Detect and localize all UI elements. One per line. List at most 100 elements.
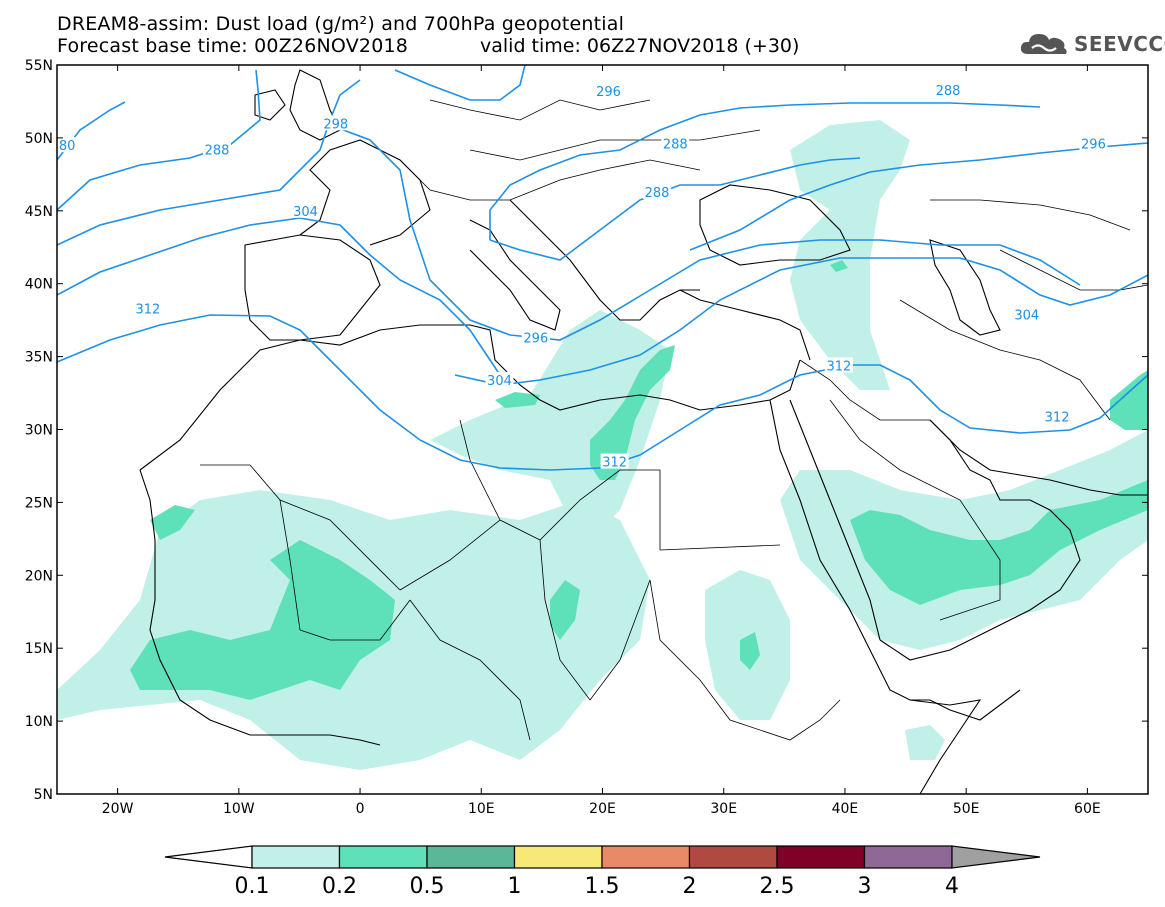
lat-label: 15N [25, 641, 53, 657]
valid-time: valid time: 06Z27NOV2018 (+30) [480, 35, 800, 57]
coast-caspian [929, 239, 1001, 336]
border-mali [279, 499, 411, 641]
lon-label: 50E [953, 801, 980, 817]
coast-horn [909, 699, 982, 794]
coast-red-sea-east [789, 399, 881, 641]
contour-label-bg [485, 371, 514, 387]
contour-label-bg [1079, 135, 1108, 151]
dust-area-light-somalia [905, 725, 945, 760]
colorbar-label: 1 [508, 874, 522, 899]
contour-label-bg [933, 81, 962, 97]
dust-area-mid-iran [1110, 370, 1148, 430]
colorbar-segment [601, 845, 691, 869]
lat-label: 5N [34, 787, 53, 803]
contour-label: 288 [205, 144, 230, 159]
colorbar-segment [513, 845, 603, 869]
border-central-asia [999, 249, 1148, 291]
dust-area-mid-libya [590, 345, 675, 480]
seevccc-logo: SEEVCCC [1018, 28, 1165, 60]
contour-288-east [489, 102, 1041, 240]
coast-persian-gulf [929, 419, 1148, 496]
border-libya [499, 469, 661, 550]
contour-304-west [57, 217, 501, 376]
latitude-axis: 55N 50N 45N 40N 35N 30N 25N 20N 15N 10N 5N [25, 58, 1148, 803]
contour-label-bg [203, 141, 232, 157]
contour-label: 280 [51, 139, 76, 154]
lon-label: 20E [589, 801, 616, 817]
contour-label-bg [521, 329, 550, 345]
contour-label-bg [1012, 306, 1041, 322]
colorbar-label: 2 [683, 874, 697, 899]
contour-312-east [879, 364, 1148, 434]
coast-africa-west [139, 469, 381, 746]
contour-label: 304 [487, 374, 512, 389]
contour-label: 304 [1014, 308, 1039, 323]
lon-label: 20W [102, 801, 134, 817]
coast-france-uk [299, 139, 431, 246]
contour-288-balkan [489, 157, 861, 261]
colorbar-segment [426, 845, 516, 869]
lat-label: 20N [25, 568, 53, 584]
border-sudan [649, 579, 841, 741]
colorbar-segment [338, 845, 428, 869]
contour-label-bg [594, 83, 623, 99]
contour-296-north [394, 65, 526, 101]
coast-balkans [509, 199, 700, 321]
lon-label: 10W [223, 801, 255, 817]
colorbar-label: 0.5 [410, 874, 445, 899]
border-egypt-sudan [659, 544, 781, 551]
coast-black-sea [699, 184, 851, 266]
dust-area-light-caspian [790, 120, 910, 390]
contour-label: 304 [293, 205, 318, 220]
border-europe-1 [399, 159, 701, 201]
border-iran [899, 299, 1111, 421]
lon-label: 0 [356, 801, 365, 817]
dust-area-mid-arabia [850, 480, 1148, 605]
lat-label: 55N [25, 58, 53, 74]
border-nigeria [409, 599, 531, 741]
lat-label: 40N [25, 277, 53, 293]
coast-iberia [244, 234, 381, 341]
colorbar-segment [863, 845, 953, 869]
lat-label: 45N [25, 204, 53, 220]
contour-label: 298 [323, 117, 348, 132]
contour-label: 296 [596, 85, 621, 100]
coast-red-sea-west [769, 399, 1021, 721]
contour-label: 296 [1081, 138, 1106, 153]
dust-area-mid-mauritania [150, 505, 195, 540]
colorbar-right-arrow [951, 845, 1041, 869]
contour-label: 312 [1045, 410, 1070, 425]
longitude-axis: 20W 10W 0 10E 20E 30E 40E 50E 60E [102, 65, 1101, 817]
contour-label: 312 [602, 456, 627, 471]
contour-label-bg [824, 357, 853, 373]
contour-label-bg [133, 300, 162, 316]
logo-text: SEEVCCC [1074, 32, 1165, 56]
contour-label: 296 [523, 332, 548, 347]
dust-area-mid-niger [550, 580, 580, 640]
contour-label: 288 [936, 84, 961, 99]
coast-italy [469, 219, 561, 331]
lon-label: 30E [710, 801, 737, 817]
coast-ireland [254, 89, 286, 121]
border-chad [539, 539, 651, 701]
coastlines [139, 69, 1148, 794]
lon-label: 10E [468, 801, 495, 817]
lat-label: 25N [25, 495, 53, 511]
geopotential-contours [57, 65, 1148, 471]
coast-arabia [879, 419, 1081, 661]
contour-label-bg [661, 135, 690, 151]
coast-uk [289, 69, 341, 141]
contour-label-bg [600, 453, 629, 469]
contour-label-bg [57, 137, 78, 153]
lat-label: 10N [25, 714, 53, 730]
border-europe-3 [469, 129, 761, 161]
dust-area-mid-tunisia [495, 392, 540, 408]
dust-area-mid-caspian [830, 260, 848, 272]
contour-label-bg [643, 183, 672, 199]
dust-area-mid-west-africa [130, 540, 395, 700]
border-middle-east [799, 359, 930, 421]
country-borders [200, 99, 1148, 741]
forecast-base-time: Forecast base time: 00Z26NOV2018 [57, 35, 409, 57]
contour-296-west [57, 79, 361, 246]
contour-labels: 280 288 298 296 288 288 288 296 304 312 296 304 312 3… [51, 81, 1108, 471]
